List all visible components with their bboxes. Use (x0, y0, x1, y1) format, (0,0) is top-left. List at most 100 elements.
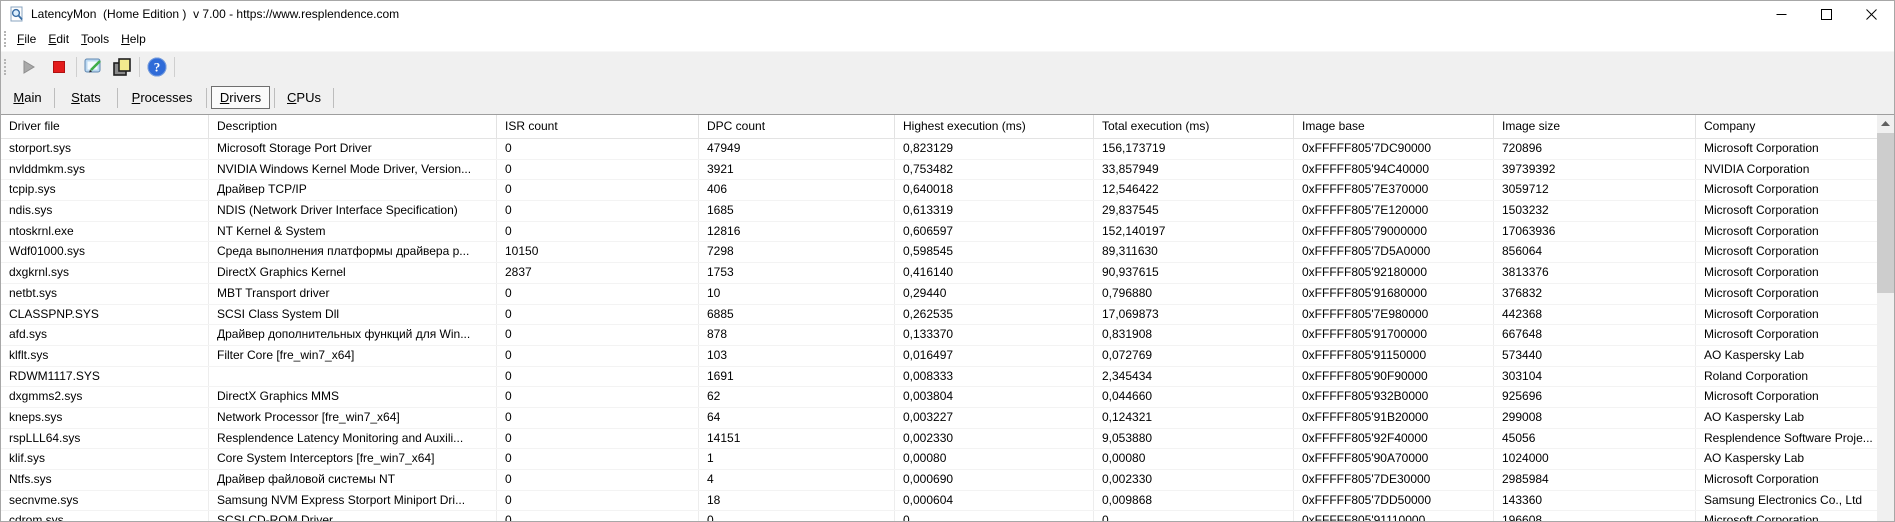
cell: 0xFFFFF805'90F90000 (1294, 367, 1494, 387)
cell: Microsoft Corporation (1696, 284, 1879, 304)
menu-edit[interactable]: Edit (42, 29, 75, 49)
table-row[interactable]: tcpip.sysДрайвер TCP/IP04060,64001812,54… (1, 180, 1879, 201)
tab-processes[interactable]: Processes (118, 81, 206, 114)
cell: DirectX Graphics Kernel (209, 263, 497, 283)
maximize-button[interactable] (1804, 1, 1849, 27)
table-row[interactable]: dxgmms2.sysDirectX Graphics MMS0620,0038… (1, 387, 1879, 408)
table-row[interactable]: ntoskrnl.exeNT Kernel & System0128160,60… (1, 222, 1879, 243)
column-header-image-base[interactable]: Image base (1294, 115, 1494, 138)
copy-icon[interactable] (110, 55, 134, 79)
cell: 3059712 (1494, 180, 1696, 200)
table-row[interactable]: Wdf01000.sysСреда выполнения платформы д… (1, 242, 1879, 263)
cell: 0,416140 (895, 263, 1094, 283)
table-row[interactable]: klif.sysCore System Interceptors [fre_wi… (1, 449, 1879, 470)
table-row[interactable]: Ntfs.sysДрайвер файловой системы NT040,0… (1, 470, 1879, 491)
cell: 0 (497, 284, 699, 304)
drivers-table: Driver fileDescriptionISR countDPC count… (1, 114, 1894, 521)
cell: 0xFFFFF805'91700000 (1294, 325, 1494, 345)
tab-stats[interactable]: Stats (55, 81, 117, 114)
cell: 0 (497, 325, 699, 345)
cell: 89,311630 (1094, 242, 1294, 262)
window-title: LatencyMon (Home Edition ) v 7.00 - http… (31, 7, 399, 21)
cell: 0 (497, 346, 699, 366)
cell: 0 (497, 201, 699, 221)
toolbar: ? (1, 51, 1894, 82)
menu-tools[interactable]: Tools (75, 29, 115, 49)
cell: 0xFFFFF805'94C40000 (1294, 160, 1494, 180)
cell: 0xFFFFF805'7DE30000 (1294, 470, 1494, 490)
cell: Roland Corporation (1696, 367, 1879, 387)
cell: 14151 (699, 429, 895, 449)
tab-main[interactable]: Main (1, 81, 54, 114)
column-header-isr-count[interactable]: ISR count (497, 115, 699, 138)
table-row[interactable]: klflt.sysFilter Core [fre_win7_x64]01030… (1, 346, 1879, 367)
cell: 0,003804 (895, 387, 1094, 407)
cell: 4 (699, 470, 895, 490)
cell: 0,796880 (1094, 284, 1294, 304)
cell: Microsoft Corporation (1696, 305, 1879, 325)
table-row[interactable]: secnvme.sysSamsung NVM Express Storport … (1, 491, 1879, 512)
cell: Samsung Electronics Co., Ltd (1696, 491, 1879, 511)
column-header-driver-file[interactable]: Driver file (1, 115, 209, 138)
cell: 0,124321 (1094, 408, 1294, 428)
table-row[interactable]: ndis.sysNDIS (Network Driver Interface S… (1, 201, 1879, 222)
cell: 0,823129 (895, 139, 1094, 159)
column-header-highest-execution-ms-[interactable]: Highest execution (ms) (895, 115, 1094, 138)
tab-label: Processes (124, 87, 201, 108)
scrollbar-thumb[interactable] (1877, 133, 1894, 293)
cell: 0 (497, 491, 699, 511)
column-header-company[interactable]: Company (1696, 115, 1879, 138)
tab-drivers[interactable]: Drivers (207, 81, 274, 114)
table-row[interactable]: dxgkrnl.sysDirectX Graphics Kernel283717… (1, 263, 1879, 284)
title-bar: LatencyMon (Home Edition ) v 7.00 - http… (1, 1, 1894, 27)
cell: 0,008333 (895, 367, 1094, 387)
tab-cpus[interactable]: CPUs (275, 81, 333, 114)
cell: 720896 (1494, 139, 1696, 159)
tab-label: Main (5, 87, 49, 108)
cell: 12,546422 (1094, 180, 1294, 200)
cell: 0 (497, 222, 699, 242)
cell: DirectX Graphics MMS (209, 387, 497, 407)
table-row[interactable]: cdrom.sysSCSI CD-ROM Driver00000xFFFFF80… (1, 511, 1879, 521)
cell (209, 367, 497, 387)
column-header-description[interactable]: Description (209, 115, 497, 138)
cell: 0 (497, 180, 699, 200)
cell: 0,000690 (895, 470, 1094, 490)
cell: 29,837545 (1094, 201, 1294, 221)
column-header-image-size[interactable]: Image size (1494, 115, 1696, 138)
close-button[interactable] (1849, 1, 1894, 27)
cell: 0xFFFFF805'7E120000 (1294, 201, 1494, 221)
cell: dxgmms2.sys (1, 387, 209, 407)
table-row[interactable]: rspLLL64.sysResplendence Latency Monitor… (1, 429, 1879, 450)
cell: 17063936 (1494, 222, 1696, 242)
column-header-dpc-count[interactable]: DPC count (699, 115, 895, 138)
play-icon[interactable] (17, 55, 41, 79)
minimize-button[interactable] (1759, 1, 1804, 27)
scroll-up-icon[interactable] (1877, 115, 1894, 132)
cell: Core System Interceptors [fre_win7_x64] (209, 449, 497, 469)
table-row[interactable]: RDWM1117.SYS016910,0083332,3454340xFFFFF… (1, 367, 1879, 388)
cell: 0,000604 (895, 491, 1094, 511)
table-row[interactable]: afd.sysДрайвер дополнительных функций дл… (1, 325, 1879, 346)
menu-file[interactable]: File (11, 29, 42, 49)
table-row[interactable]: netbt.sysMBT Transport driver0100,294400… (1, 284, 1879, 305)
cell: Microsoft Corporation (1696, 180, 1879, 200)
table-row[interactable]: nvlddmkm.sysNVIDIA Windows Kernel Mode D… (1, 160, 1879, 181)
column-header-total-execution-ms-[interactable]: Total execution (ms) (1094, 115, 1294, 138)
table-row[interactable]: storport.sysMicrosoft Storage Port Drive… (1, 139, 1879, 160)
cell: 90,937615 (1094, 263, 1294, 283)
cell: Microsoft Corporation (1696, 325, 1879, 345)
svg-text:?: ? (154, 60, 161, 75)
table-row[interactable]: kneps.sysNetwork Processor [fre_win7_x64… (1, 408, 1879, 429)
window-controls (1759, 1, 1894, 27)
menu-help[interactable]: Help (115, 29, 152, 49)
stop-icon[interactable] (47, 55, 71, 79)
help-icon[interactable]: ? (145, 55, 169, 79)
tab-separator (333, 88, 334, 108)
report-icon[interactable] (82, 55, 106, 79)
vertical-scrollbar[interactable] (1877, 115, 1894, 521)
cell: klflt.sys (1, 346, 209, 366)
cell: 0,00080 (1094, 449, 1294, 469)
app-icon (9, 6, 25, 22)
table-row[interactable]: CLASSPNP.SYSSCSI Class System Dll068850,… (1, 305, 1879, 326)
